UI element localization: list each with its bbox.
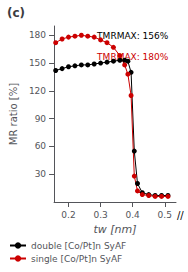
svg-text:90: 90	[35, 114, 47, 124]
svg-text:0.5: 0.5	[158, 210, 172, 220]
svg-text:120: 120	[29, 86, 46, 96]
svg-text:150: 150	[29, 58, 46, 68]
svg-text:TMRMAX: 180%: TMRMAX: 180%	[97, 51, 169, 62]
svg-text:0.2: 0.2	[61, 210, 75, 220]
svg-text:0.3: 0.3	[93, 210, 107, 220]
svg-text:double [Co/Pt]n SyAF: double [Co/Pt]n SyAF	[31, 241, 126, 251]
svg-text:tw [nm]: tw [nm]	[94, 223, 137, 236]
svg-text:(c): (c)	[7, 6, 25, 20]
svg-text:180: 180	[29, 30, 46, 40]
svg-text://: //	[177, 210, 184, 221]
svg-text:30: 30	[35, 169, 47, 179]
svg-text:0.4: 0.4	[126, 210, 141, 220]
svg-text:MR ratio [%]: MR ratio [%]	[8, 83, 19, 145]
svg-text:TMRMAX: 156%: TMRMAX: 156%	[96, 31, 169, 41]
svg-text:60: 60	[35, 141, 47, 151]
svg-text:single [Co/Pt]n SyAF: single [Co/Pt]n SyAF	[31, 254, 122, 264]
